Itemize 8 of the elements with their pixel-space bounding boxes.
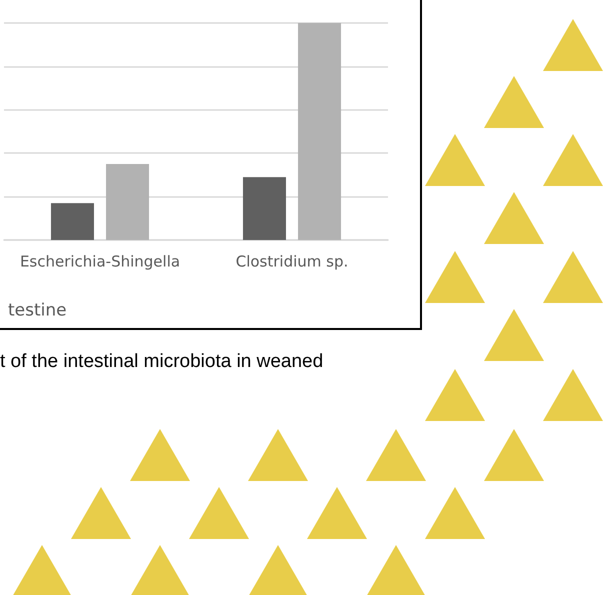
bar [242, 177, 286, 240]
bar [106, 164, 150, 240]
bar [298, 23, 342, 240]
text: t of the intestinal microbiota in weaned [0, 351, 324, 373]
x-axis-title: testine [8, 300, 67, 320]
bar [50, 203, 94, 240]
x-tick-label: Escherichia-Shingella [20, 252, 180, 270]
x-tick-label: Clostridium sp. [236, 252, 348, 270]
